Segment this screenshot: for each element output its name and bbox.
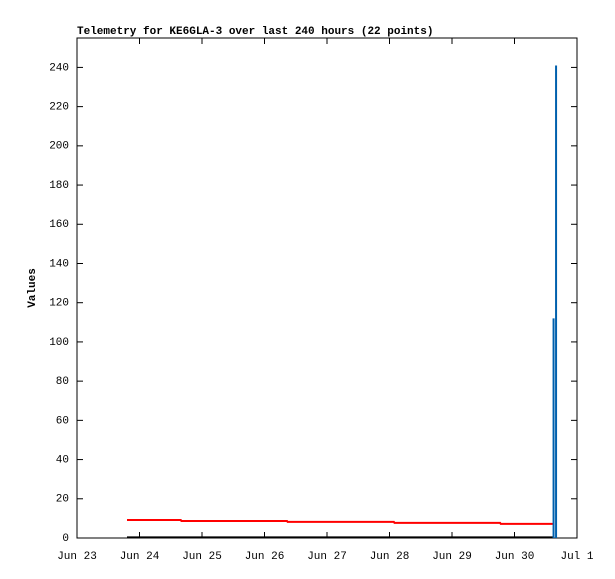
- y-tick-label: 60: [56, 415, 69, 427]
- y-tick-label: 160: [49, 219, 69, 231]
- x-tick-label: Jun 27: [307, 551, 347, 563]
- y-tick-label: 220: [49, 102, 69, 114]
- x-tick-label: Jun 30: [495, 551, 535, 563]
- y-tick-label: 0: [62, 533, 69, 545]
- y-tick-label: 180: [49, 180, 69, 192]
- x-tick-label: Jun 25: [182, 551, 222, 563]
- x-tick-label: Jun 26: [245, 551, 285, 563]
- data-line: [127, 518, 554, 525]
- x-tick-label: Jun 23: [57, 551, 97, 563]
- x-tick-label: Jun 28: [370, 551, 410, 563]
- y-tick-label: 80: [56, 376, 69, 388]
- y-tick-label: 240: [49, 62, 69, 74]
- y-tick-label: 120: [49, 298, 69, 310]
- x-tick-label: Jul 1: [560, 551, 593, 563]
- y-axis-label: Values: [27, 268, 39, 308]
- y-tick-label: 20: [56, 494, 69, 506]
- x-tick-label: Jun 24: [120, 551, 160, 563]
- y-tick-label: 140: [49, 258, 69, 270]
- x-tick-label: Jun 29: [432, 551, 472, 563]
- chart-title: Telemetry for KE6GLA-3 over last 240 hou…: [77, 26, 433, 38]
- y-tick-label: 200: [49, 141, 69, 153]
- y-tick-label: 40: [56, 454, 69, 466]
- y-tick-label: 100: [49, 337, 69, 349]
